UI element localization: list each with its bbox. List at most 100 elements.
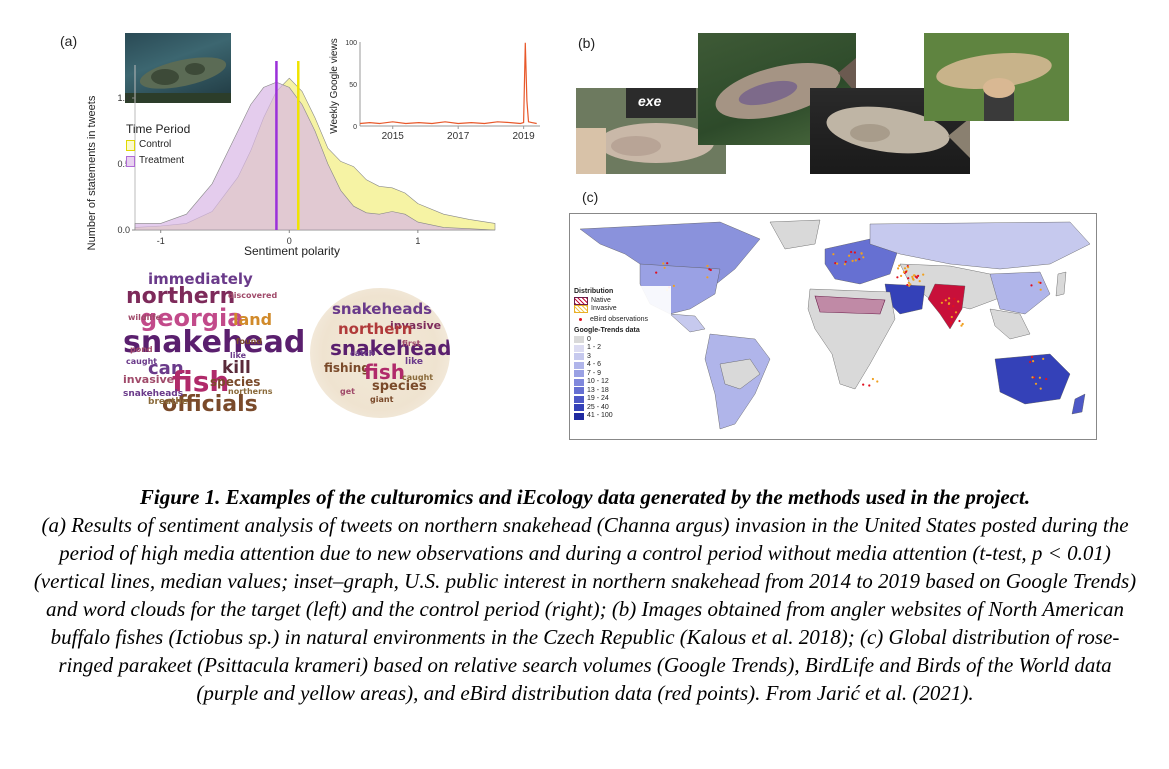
density-ylabel: Number of statements in tweets (86, 95, 98, 250)
wordcloud-left-word: immediately (148, 270, 253, 288)
invasive-swatch (574, 305, 588, 314)
ebird-point (662, 262, 665, 265)
gt-legend-swatch (574, 378, 584, 386)
gt-legend-swatch (574, 395, 584, 403)
inset-x-tick-label: 2019 (513, 131, 536, 142)
ebird-point (706, 276, 709, 279)
gt-legend-label: 3 (587, 352, 591, 360)
ebird-point (897, 267, 900, 270)
density-x-tick-label: 0 (287, 236, 292, 246)
ebird-point (912, 278, 915, 281)
ebird-point (948, 297, 951, 300)
ebird-point (957, 300, 960, 303)
google-views-inset-chart: 2015 2017 2019 0 50 100 Weekly Google views (329, 38, 540, 142)
gt-legend-title: Google-Trends data (574, 327, 640, 334)
ebird-point (953, 297, 956, 300)
wordcloud-left-word: snakeheads (123, 389, 184, 399)
ebird-point (950, 315, 953, 319)
gt-legend-bin: 0 (574, 336, 669, 345)
ebird-point (876, 380, 879, 383)
wordcloud-left-word: caught (126, 357, 158, 366)
legend-item-treatment: Treatment (126, 153, 190, 169)
map-new-zealand (1071, 393, 1086, 415)
ebird-point (948, 302, 951, 305)
wordcloud-left-word: land (233, 310, 273, 329)
legend-swatch-control (126, 139, 135, 151)
ebird-point (1042, 357, 1045, 360)
legend-item-control: Control (126, 137, 190, 153)
gt-legend-bin: 1 - 2 (574, 344, 669, 353)
gt-legend-swatch (574, 361, 584, 369)
inset-y-tick-label: 0 (353, 124, 357, 131)
legend-swatch-treatment (126, 155, 135, 167)
gt-legend-label: 13 - 18 (587, 386, 609, 394)
wordcloud-left-word: pond (130, 345, 153, 354)
wordcloud-right-word: like (405, 357, 424, 367)
ebird-point (1030, 284, 1033, 287)
ebird-point (906, 283, 909, 287)
map-japan (1055, 271, 1067, 297)
wordcloud-left-word: kill (222, 358, 251, 378)
wordcloud-left-word: discovered (228, 291, 278, 300)
map-australia (994, 353, 1071, 405)
gt-legend-label: 7 - 9 (587, 369, 602, 377)
wordcloud-right-word: fishing (324, 361, 370, 375)
wordcloud-right-word: get (340, 387, 355, 396)
gt-legend-bin: 19 - 24 (574, 395, 669, 404)
ebird-point (903, 267, 907, 270)
ebird-point (836, 262, 839, 265)
density-plot-area: -1 0 1 0.0 0.5 1.0 (117, 61, 496, 246)
wordcloud-right-word: giant (370, 395, 394, 404)
ebird-point (909, 283, 912, 286)
ebird-point (843, 263, 846, 266)
inset-ylabel: Weekly Google views (329, 38, 340, 133)
ebird-point (862, 256, 865, 259)
wordcloud-left-word: species (210, 375, 261, 389)
legend-title: Time Period (126, 122, 191, 136)
wordcloud-left-word: northern (126, 284, 236, 309)
ebird-point (853, 251, 856, 254)
density-y-tick-label: 0.0 (117, 225, 130, 235)
ebird-point (918, 280, 921, 283)
map-legend-ebird: eBird observations (574, 316, 669, 325)
snakehead-photo (125, 33, 231, 103)
ebird-point (850, 250, 853, 254)
wordcloud-right-word: caught (402, 373, 434, 382)
density-xlabel: Sentiment polarity (244, 244, 340, 258)
wordcloud-right-word: invasive (390, 319, 442, 332)
density-x-tick-label: 1 (415, 236, 420, 246)
ebird-point (900, 274, 903, 277)
ebird-point (1032, 360, 1035, 363)
wordcloud-right-word: first (402, 339, 421, 348)
inset-series-line (359, 42, 537, 125)
inset-y-tick-label: 50 (349, 82, 357, 89)
gt-legend-swatch (574, 387, 584, 395)
wordcloud-right-word: northern (338, 320, 413, 338)
ebird-point (947, 307, 950, 310)
wordcloud-left-word: like (230, 351, 247, 360)
ebird-point (905, 270, 908, 273)
gt-legend-swatch (574, 336, 584, 344)
ebird-point (1031, 376, 1034, 379)
wordcloud-target-period: immediately northern georgia land snakehead c… (118, 270, 305, 422)
inset-plot-area: 2015 2017 2019 0 50 100 (345, 40, 540, 142)
ebird-point (958, 319, 961, 323)
map-legend-native: Native (574, 297, 669, 306)
ebird-point (655, 271, 658, 274)
gt-legend-label: 0 (587, 335, 591, 343)
wordcloud-left-word: officials (162, 392, 258, 417)
ebird-point (907, 281, 910, 284)
ebird-point (940, 301, 943, 304)
gt-legend-label: 25 - 40 (587, 403, 609, 411)
native-label: Native (591, 296, 611, 304)
wordcloud-left-word: found (236, 337, 263, 346)
ebird-point (1045, 377, 1048, 381)
ebird-point (1039, 387, 1042, 390)
map-legend-title: Distribution (574, 288, 614, 295)
gt-legend-bin: 13 - 18 (574, 387, 669, 396)
ebird-point (1039, 288, 1042, 291)
ebird-point (907, 266, 910, 269)
ebird-point (854, 259, 857, 262)
map-russia (869, 221, 1091, 270)
